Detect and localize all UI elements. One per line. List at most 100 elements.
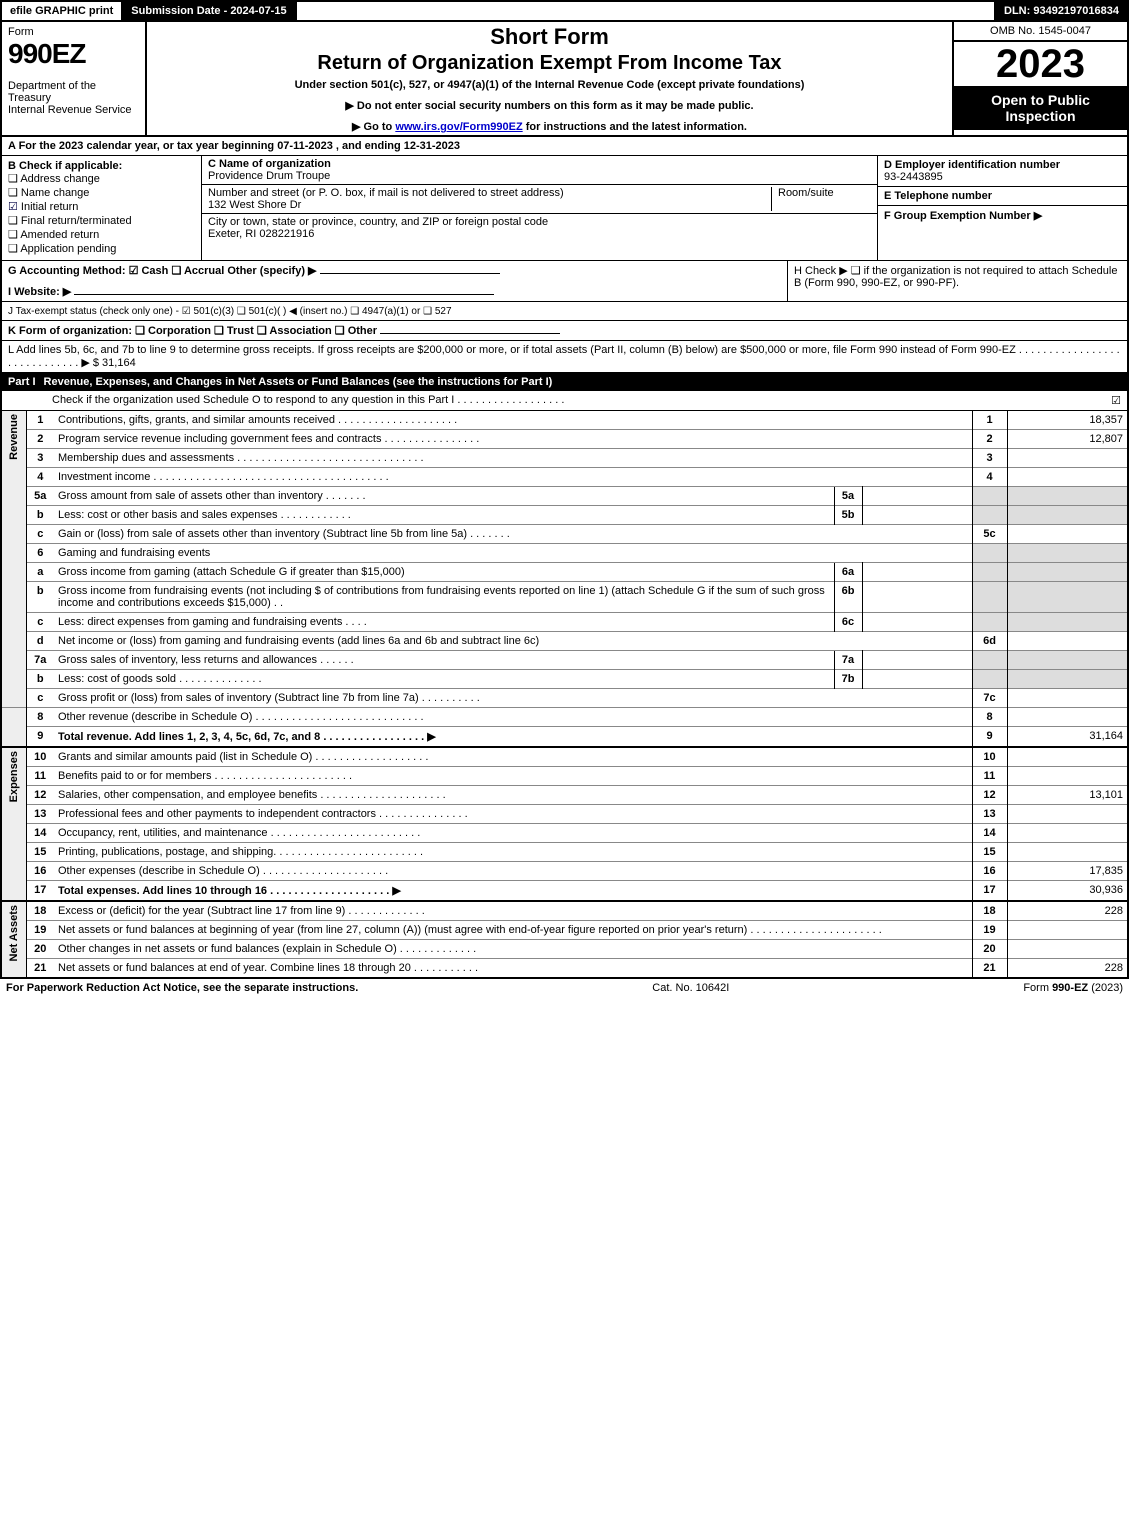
- row-1-num: 1: [972, 411, 1007, 430]
- row-21-num: 21: [972, 959, 1007, 978]
- row-5b-desc: Less: cost or other basis and sales expe…: [54, 506, 834, 525]
- part-1-checkbox[interactable]: ☑: [1111, 394, 1121, 407]
- check-name-change[interactable]: Name change: [8, 186, 195, 199]
- line-g-text: G Accounting Method: ☑ Cash ❑ Accrual Ot…: [8, 265, 317, 277]
- line-a: A For the 2023 calendar year, or tax yea…: [2, 137, 1127, 156]
- row-12-num: 12: [972, 786, 1007, 805]
- revenue-label: Revenue: [8, 414, 20, 460]
- header-left: Form 990EZ Department of the Treasury In…: [2, 22, 147, 135]
- short-form: Short Form: [153, 24, 946, 50]
- department: Department of the Treasury Internal Reve…: [8, 80, 139, 116]
- form-note2: ▶ Go to www.irs.gov/Form990EZ for instru…: [153, 120, 946, 133]
- row-9-num: 9: [972, 727, 1007, 748]
- row-8-desc: Other revenue (describe in Schedule O) .…: [54, 708, 972, 727]
- row-6c-inner: 6c: [834, 613, 862, 632]
- omb-number: OMB No. 1545-0047: [954, 22, 1127, 42]
- row-21-amt: 228: [1007, 959, 1127, 978]
- row-6b-desc: Gross income from fundraising events (no…: [54, 582, 834, 613]
- street-label: Number and street (or P. O. box, if mail…: [208, 187, 564, 199]
- check-initial-return[interactable]: Initial return: [8, 200, 195, 213]
- row-3-desc: Membership dues and assessments . . . . …: [54, 449, 972, 468]
- c-name-label: C Name of organization: [208, 158, 331, 170]
- open-to-public: Open to Public Inspection: [954, 86, 1127, 130]
- header: Form 990EZ Department of the Treasury In…: [2, 22, 1127, 137]
- check-final-return[interactable]: Final return/terminated: [8, 214, 195, 227]
- row-19-desc: Net assets or fund balances at beginning…: [54, 921, 972, 940]
- row-2-amt: 12,807: [1007, 430, 1127, 449]
- row-20-num: 20: [972, 940, 1007, 959]
- org-block: B Check if applicable: Address change Na…: [2, 156, 1127, 261]
- row-9-desc: Total revenue. Add lines 1, 2, 3, 4, 5c,…: [54, 727, 972, 748]
- line-a-text: A For the 2023 calendar year, or tax yea…: [8, 140, 460, 152]
- check-amended-return[interactable]: Amended return: [8, 228, 195, 241]
- row-17-desc: Total expenses. Add lines 10 through 16 …: [54, 881, 972, 902]
- line-k: K Form of organization: ❑ Corporation ❑ …: [2, 321, 1127, 341]
- row-18-desc: Excess or (deficit) for the year (Subtra…: [54, 901, 972, 921]
- check-application-pending[interactable]: Application pending: [8, 242, 195, 255]
- form-note1: ▶ Do not enter social security numbers o…: [153, 99, 946, 112]
- part-1-title: Revenue, Expenses, and Changes in Net As…: [44, 376, 1121, 388]
- row-10-num: 10: [972, 747, 1007, 767]
- efile-print[interactable]: efile GRAPHIC print: [2, 2, 123, 20]
- row-17-num: 17: [972, 881, 1007, 902]
- org-name: Providence Drum Troupe: [208, 170, 330, 182]
- tax-year: 2023: [954, 42, 1127, 86]
- check-address-change[interactable]: Address change: [8, 172, 195, 185]
- row-2-num: 2: [972, 430, 1007, 449]
- top-bar: efile GRAPHIC print Submission Date - 20…: [2, 2, 1127, 22]
- row-6d-desc: Net income or (loss) from gaming and fun…: [54, 632, 972, 651]
- row-4-desc: Investment income . . . . . . . . . . . …: [54, 468, 972, 487]
- form-container: efile GRAPHIC print Submission Date - 20…: [0, 0, 1129, 979]
- row-2-desc: Program service revenue including govern…: [54, 430, 972, 449]
- line-l: L Add lines 5b, 6c, and 7b to line 9 to …: [2, 341, 1127, 373]
- row-1-desc: Contributions, gifts, grants, and simila…: [54, 411, 972, 430]
- row-11-num: 11: [972, 767, 1007, 786]
- footer-left: For Paperwork Reduction Act Notice, see …: [6, 982, 358, 994]
- row-4-num: 4: [972, 468, 1007, 487]
- row-5b-inner: 5b: [834, 506, 862, 525]
- row-13-desc: Professional fees and other payments to …: [54, 805, 972, 824]
- box-c: C Name of organization Providence Drum T…: [202, 156, 877, 260]
- row-6-desc: Gaming and fundraising events: [54, 544, 972, 563]
- row-5a-desc: Gross amount from sale of assets other t…: [54, 487, 834, 506]
- city-label: City or town, state or province, country…: [208, 216, 548, 228]
- row-6a-inner: 6a: [834, 563, 862, 582]
- d-label: D Employer identification number: [884, 159, 1060, 171]
- e-label: E Telephone number: [884, 190, 992, 202]
- row-4-amt: [1007, 468, 1127, 487]
- row-5c-desc: Gain or (loss) from sale of assets other…: [54, 525, 972, 544]
- note2-post: for instructions and the latest informat…: [523, 121, 747, 133]
- row-21-desc: Net assets or fund balances at end of ye…: [54, 959, 972, 978]
- box-b: B Check if applicable: Address change Na…: [2, 156, 202, 260]
- row-15-desc: Printing, publications, postage, and shi…: [54, 843, 972, 862]
- row-7a-desc: Gross sales of inventory, less returns a…: [54, 651, 834, 670]
- row-5c-num: 5c: [972, 525, 1007, 544]
- row-17-amt: 30,936: [1007, 881, 1127, 902]
- org-city: Exeter, RI 028221916: [208, 228, 314, 240]
- row-14-num: 14: [972, 824, 1007, 843]
- row-10-desc: Grants and similar amounts paid (list in…: [54, 747, 972, 767]
- line-i: I Website: ▶: [8, 286, 71, 298]
- row-1-amt: 18,357: [1007, 411, 1127, 430]
- row-6a-desc: Gross income from gaming (attach Schedul…: [54, 563, 834, 582]
- footer: For Paperwork Reduction Act Notice, see …: [0, 979, 1129, 997]
- room-label: Room/suite: [778, 187, 834, 199]
- row-14-desc: Occupancy, rent, utilities, and maintena…: [54, 824, 972, 843]
- form-label: Form: [8, 26, 139, 38]
- dln: DLN: 93492197016834: [994, 2, 1127, 20]
- box-d-f: D Employer identification number 93-2443…: [877, 156, 1127, 260]
- expenses-label: Expenses: [8, 751, 20, 802]
- row-7c-num: 7c: [972, 689, 1007, 708]
- line-g: G Accounting Method: ☑ Cash ❑ Accrual Ot…: [2, 261, 787, 301]
- box-b-label: B Check if applicable:: [8, 160, 195, 172]
- row-16-amt: 17,835: [1007, 862, 1127, 881]
- lines-table: Revenue 1Contributions, gifts, grants, a…: [2, 411, 1127, 977]
- irs-link[interactable]: www.irs.gov/Form990EZ: [395, 121, 522, 133]
- row-20-desc: Other changes in net assets or fund bala…: [54, 940, 972, 959]
- line-h: H Check ▶ ❑ if the organization is not r…: [787, 261, 1127, 301]
- form-subtitle: Under section 501(c), 527, or 4947(a)(1)…: [153, 79, 946, 91]
- row-6c-desc: Less: direct expenses from gaming and fu…: [54, 613, 834, 632]
- part-1-check: Check if the organization used Schedule …: [2, 391, 1127, 411]
- row-19-num: 19: [972, 921, 1007, 940]
- row-7b-desc: Less: cost of goods sold . . . . . . . .…: [54, 670, 834, 689]
